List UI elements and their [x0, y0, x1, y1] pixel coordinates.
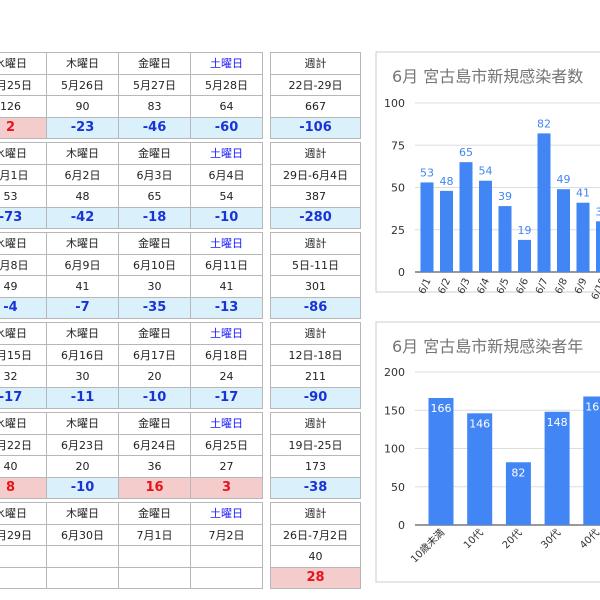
diff-cell: 28	[270, 566, 361, 589]
diff-cell: 3	[190, 476, 263, 499]
diff-cell: -4	[0, 296, 47, 319]
y-tick-label: 50	[391, 182, 405, 195]
diff-cell: -7	[46, 296, 119, 319]
value-label: 49	[557, 173, 571, 186]
value-label: 82	[511, 466, 525, 479]
diff-cell: -23	[46, 116, 119, 139]
diff-cell: 16	[118, 476, 191, 499]
diff-cell: -106	[270, 116, 361, 139]
value-label: 54	[479, 165, 493, 178]
bar	[537, 133, 551, 272]
value-label: 82	[537, 117, 551, 130]
bar	[544, 411, 570, 525]
value-label: 39	[498, 190, 512, 203]
bar	[440, 190, 453, 272]
diff-cell: -60	[190, 116, 263, 139]
diff-cell: -86	[270, 296, 361, 319]
y-tick-label: 25	[391, 224, 405, 237]
chart-title: 6月 宮古島市新規感染者年	[392, 337, 583, 356]
bar	[420, 182, 434, 272]
diff-cell: -42	[46, 206, 119, 229]
value-label: 148	[547, 416, 568, 429]
diff-cell: -10	[118, 386, 191, 409]
y-tick-label: 150	[384, 404, 405, 417]
value-label: 168	[585, 400, 600, 413]
diff-cell: -10	[46, 476, 119, 499]
bar	[557, 189, 570, 272]
bar	[479, 180, 492, 272]
bar	[596, 221, 600, 272]
diff-cell: -11	[46, 386, 119, 409]
diff-cell: -17	[190, 386, 263, 409]
bar	[505, 462, 531, 525]
diff-cell: -38	[270, 476, 361, 499]
value-label: 19	[518, 224, 532, 237]
value-label: 41	[576, 187, 590, 200]
value-label: 48	[440, 175, 454, 188]
diff-cell: -10	[190, 206, 263, 229]
y-tick-label: 0	[398, 519, 405, 532]
bar	[583, 396, 600, 525]
diff-cell: -35	[118, 296, 191, 319]
y-tick-label: 200	[384, 366, 405, 379]
y-tick-label: 0	[398, 266, 405, 279]
diff-cell: -18	[118, 206, 191, 229]
value-label: 30	[596, 205, 600, 218]
y-tick-label: 100	[384, 443, 405, 456]
y-tick-label: 75	[391, 139, 405, 152]
bar	[459, 162, 473, 272]
value-label: 146	[469, 417, 490, 430]
chart-title: 6月 宮古島市新規感染者数	[392, 67, 583, 86]
bar	[467, 413, 493, 525]
bar	[428, 398, 454, 525]
value-label: 53	[420, 166, 434, 179]
y-tick-label: 100	[384, 97, 405, 110]
diff-cell: -13	[190, 296, 263, 319]
y-tick-label: 50	[391, 481, 405, 494]
value-label: 65	[459, 146, 473, 159]
x-tick-label: 6/10	[590, 277, 600, 302]
value-label: 166	[431, 402, 452, 415]
bar	[518, 239, 531, 272]
diff-cell: -46	[118, 116, 191, 139]
bar	[576, 202, 590, 272]
diff-cell: -280	[270, 206, 361, 229]
diff-cell: -90	[270, 386, 361, 409]
bar	[498, 206, 512, 272]
diff-cell	[190, 566, 263, 589]
